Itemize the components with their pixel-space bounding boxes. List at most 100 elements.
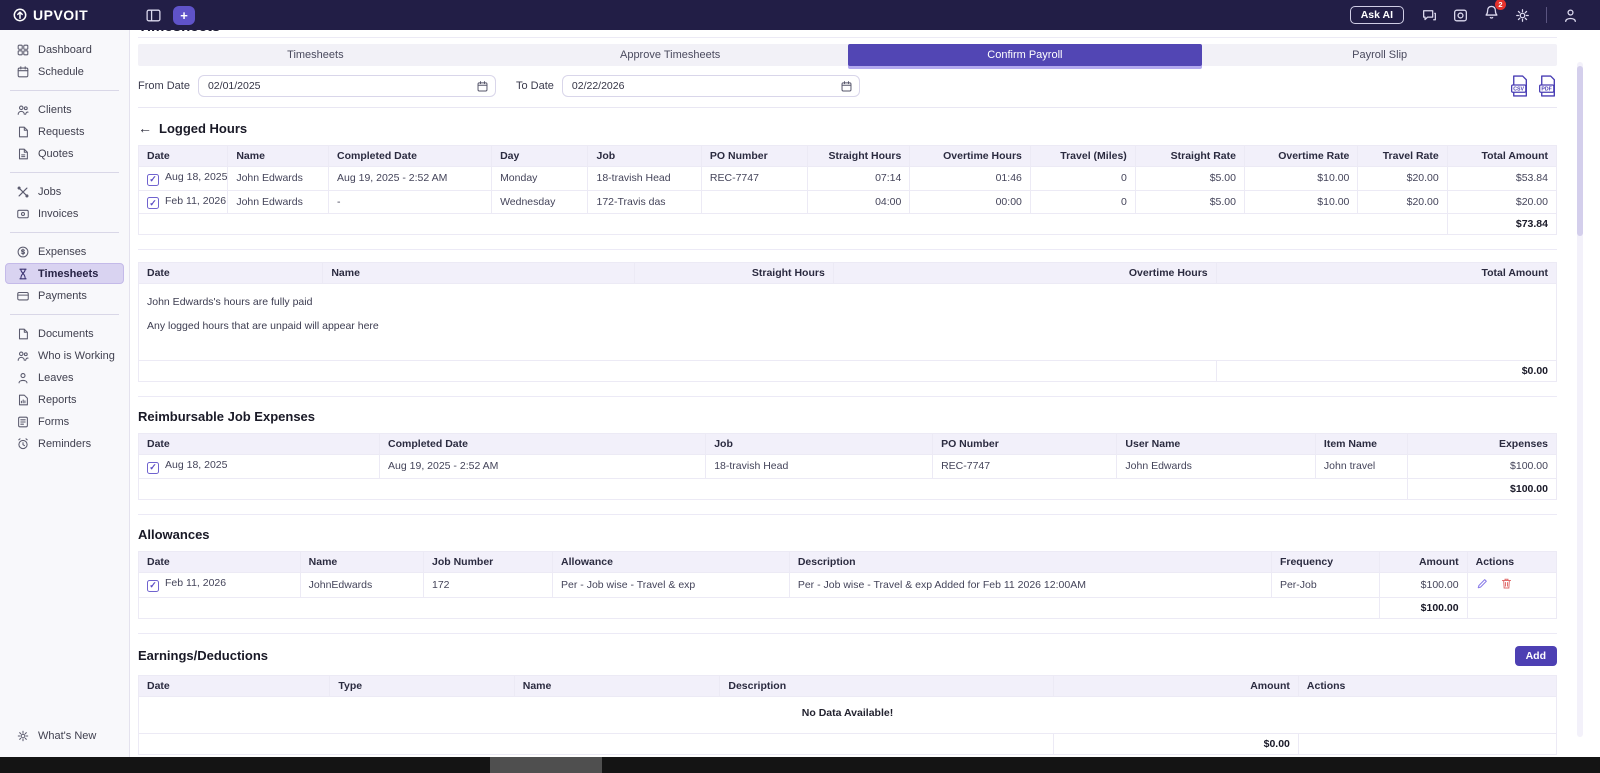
document-icon bbox=[16, 125, 30, 139]
back-arrow-icon[interactable]: ← bbox=[138, 120, 152, 136]
cell: 0 bbox=[1029, 189, 1136, 214]
delete-trash-icon[interactable] bbox=[1500, 577, 1513, 590]
sidebar-item-payments[interactable]: Payments bbox=[0, 285, 129, 306]
sidebar-item-expenses[interactable]: Expenses bbox=[0, 241, 129, 262]
sidebar-item-invoices[interactable]: Invoices bbox=[0, 203, 129, 224]
sidebar-item-quotes[interactable]: Quotes bbox=[0, 143, 129, 164]
total-amount: $0.00 bbox=[1052, 732, 1299, 755]
export-pdf-icon[interactable]: PDF bbox=[1538, 75, 1557, 97]
reimbursable-expenses-table: Date Completed Date Job PO Number User N… bbox=[137, 433, 1557, 500]
calendar-icon bbox=[16, 65, 30, 79]
logo[interactable]: UPVOIT bbox=[0, 7, 130, 23]
cell: Aug 18, 2025 bbox=[137, 166, 229, 191]
column-header: Completed Date bbox=[379, 433, 707, 455]
tab-confirm-payroll[interactable]: Confirm Payroll bbox=[847, 44, 1203, 66]
row-checkbox-checked[interactable] bbox=[147, 579, 159, 592]
add-earning-deduction-button[interactable]: Add bbox=[1514, 645, 1557, 666]
sidebar-item-reminders[interactable]: Reminders bbox=[0, 433, 129, 454]
dollar-icon bbox=[16, 245, 30, 259]
quick-add-button[interactable] bbox=[173, 5, 195, 25]
column-header: Item Name bbox=[1314, 433, 1409, 455]
cell: JohnEdwards bbox=[299, 571, 425, 598]
sidebar-item-whats-new[interactable]: What's New bbox=[0, 725, 129, 746]
cell: Per - Job wise - Travel & exp bbox=[552, 571, 790, 598]
tab-timesheets[interactable]: Timesheets bbox=[287, 49, 344, 61]
cell bbox=[138, 213, 1448, 235]
sidebar-item-timesheets[interactable]: Timesheets bbox=[5, 263, 124, 284]
divider bbox=[10, 232, 119, 233]
notifications[interactable]: 2 bbox=[1476, 0, 1507, 26]
sidebar-toggle-icon[interactable] bbox=[145, 7, 162, 24]
cell: John Edwards bbox=[227, 189, 329, 214]
sidebar-item-dashboard[interactable]: Dashboard bbox=[0, 39, 129, 60]
column-header: Actions bbox=[1297, 674, 1558, 697]
gear-icon[interactable] bbox=[1514, 7, 1531, 24]
row-checkbox-checked[interactable] bbox=[147, 197, 159, 209]
row-checkbox-checked[interactable] bbox=[147, 461, 159, 474]
unpaid-hours-table: Date Name Straight Hours Overtime Hours … bbox=[137, 262, 1558, 382]
chat-icon[interactable] bbox=[1421, 7, 1438, 24]
alarm-icon bbox=[16, 437, 30, 451]
row-checkbox-checked[interactable] bbox=[147, 173, 159, 186]
cell: 18-travish Head bbox=[705, 454, 934, 479]
column-header: Allowance bbox=[552, 550, 790, 573]
sidebar-item-jobs[interactable]: Jobs bbox=[0, 181, 129, 202]
table-row: No Data Available! bbox=[138, 695, 1557, 734]
unpaid-hours-section: Date Name Straight Hours Overtime Hours … bbox=[137, 250, 1558, 397]
column-header: Overtime Hours bbox=[909, 145, 1031, 167]
column-header: Name bbox=[299, 550, 425, 573]
from-date-input[interactable] bbox=[197, 75, 496, 97]
sidebar-item-clients[interactable]: Clients bbox=[0, 99, 129, 120]
sidebar-item-label: Expenses bbox=[38, 245, 87, 258]
no-data-message: No Data Available! bbox=[138, 695, 1557, 734]
scrollbar[interactable] bbox=[1577, 62, 1583, 737]
tab-approve-timesheets[interactable]: Approve Timesheets bbox=[619, 49, 721, 61]
divider bbox=[10, 172, 119, 173]
edit-pencil-icon[interactable] bbox=[1476, 577, 1489, 590]
column-header: Overtime Hours bbox=[832, 262, 1217, 284]
column-header: Date bbox=[137, 145, 229, 167]
column-header: PO Number bbox=[932, 433, 1118, 455]
scrollbar-thumb[interactable] bbox=[1577, 66, 1583, 236]
column-header: Straight Rate bbox=[1134, 145, 1245, 167]
sidebar-item-reports[interactable]: Reports bbox=[0, 389, 129, 410]
to-date-input[interactable] bbox=[561, 75, 860, 97]
sidebar-item-documents[interactable]: Documents bbox=[0, 323, 129, 344]
cell bbox=[1466, 596, 1558, 619]
section-title: Earnings/Deductions bbox=[138, 648, 269, 663]
divider bbox=[1546, 7, 1547, 23]
quote-document-icon bbox=[16, 147, 30, 161]
time-clock-icon[interactable] bbox=[1452, 7, 1469, 24]
logged-hours-section: ← Logged Hours Date Name Completed Date … bbox=[137, 108, 1558, 250]
ask-ai-button[interactable]: Ask AI bbox=[1349, 6, 1404, 24]
sidebar-item-leaves[interactable]: Leaves bbox=[0, 367, 129, 388]
earnings-deductions-table: Date Type Name Description Amount Action… bbox=[137, 674, 1558, 755]
sidebar-item-forms[interactable]: Forms bbox=[0, 411, 129, 432]
from-date-field bbox=[197, 75, 496, 97]
empty-state-message: John Edwards's hours are fully paid Any … bbox=[138, 283, 1557, 361]
main-content: Timesheets Timesheets Approve Timesheets… bbox=[130, 30, 1600, 757]
tools-icon bbox=[16, 185, 30, 199]
user-icon[interactable] bbox=[1562, 7, 1579, 24]
sidebar-item-requests[interactable]: Requests bbox=[0, 121, 129, 142]
cell: $10.00 bbox=[1243, 189, 1359, 214]
sidebar-item-label: Forms bbox=[38, 415, 70, 428]
payroll-tabs: Timesheets Approve Timesheets Confirm Pa… bbox=[138, 44, 1557, 66]
bottom-strip-segment bbox=[490, 757, 602, 773]
sidebar-item-label: Reminders bbox=[38, 437, 92, 450]
sidebar-item-schedule[interactable]: Schedule bbox=[0, 61, 129, 82]
export-csv-icon[interactable]: CSV bbox=[1510, 75, 1529, 97]
cell: Aug 19, 2025 - 2:52 AM bbox=[379, 454, 707, 479]
cell: $5.00 bbox=[1134, 189, 1245, 214]
column-header: Description bbox=[788, 550, 1272, 573]
page-title-clipped: Timesheets bbox=[138, 30, 1557, 37]
cell: Feb 11, 2026 bbox=[137, 189, 229, 214]
tab-payroll-slip[interactable]: Payroll Slip bbox=[1352, 49, 1408, 61]
total-amount: $0.00 bbox=[1215, 360, 1558, 382]
sidebar-item-who-is-working[interactable]: Who is Working bbox=[0, 345, 129, 366]
table-footer-row: $100.00 bbox=[138, 596, 1558, 619]
invoice-icon bbox=[16, 207, 30, 221]
table-header-row: Date Name Completed Date Day Job PO Numb… bbox=[137, 145, 1558, 167]
cell: $20.00 bbox=[1357, 189, 1448, 214]
